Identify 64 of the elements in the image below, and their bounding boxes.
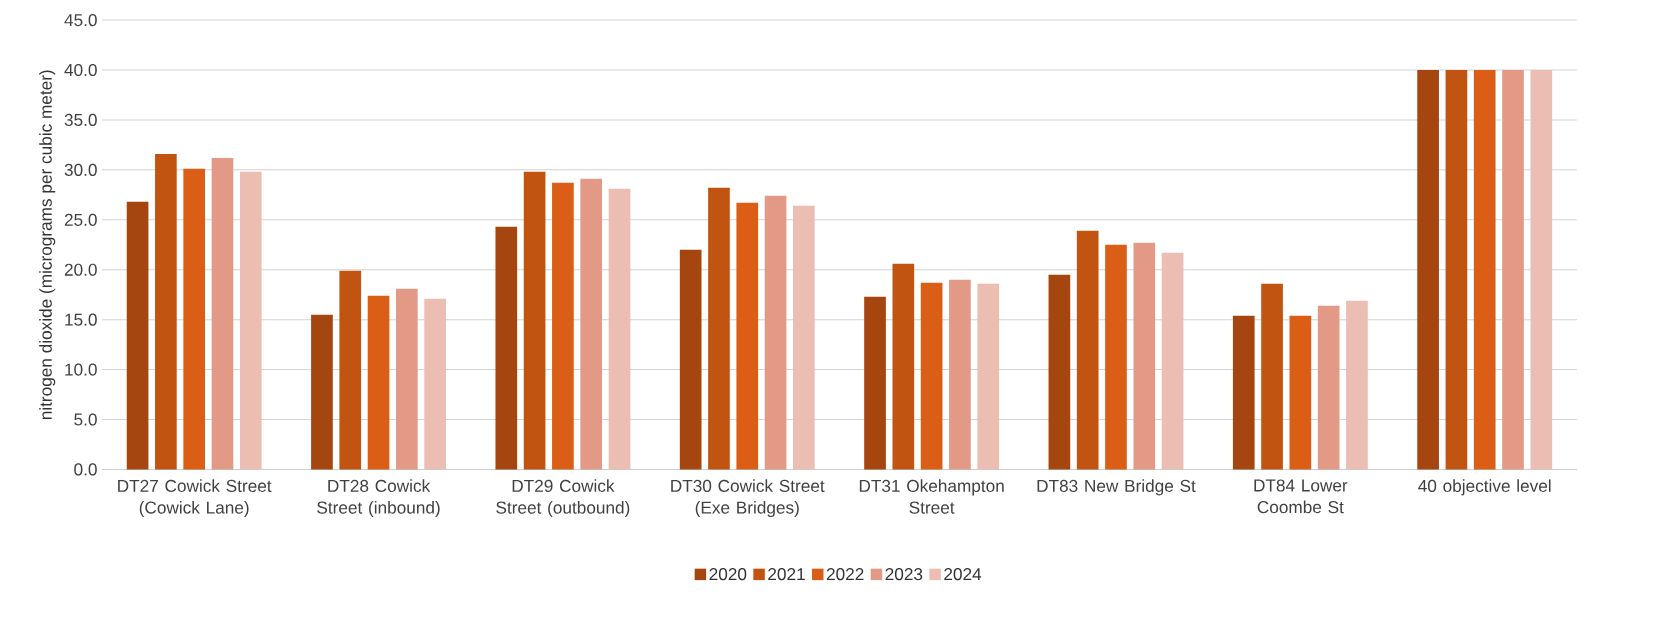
bar <box>1530 69 1553 470</box>
bar <box>183 168 206 470</box>
bar <box>1133 242 1156 470</box>
x-tick-label: DT29 Cowick Street (outbound) <box>496 479 630 517</box>
bar <box>736 202 759 470</box>
bar <box>1417 69 1439 470</box>
bar <box>1473 69 1496 470</box>
legend-label: 2024 <box>944 567 982 581</box>
bar <box>339 270 362 470</box>
x-tick-label: DT31 Okehampton Street <box>859 479 1004 514</box>
bar <box>1445 69 1468 470</box>
y-tick-label: 5.0 <box>74 413 97 426</box>
y-tick-label: 10.0 <box>65 363 97 376</box>
x-tick-label: DT84 Lower Coombe St <box>1254 479 1348 514</box>
bar <box>708 187 730 470</box>
bar <box>608 188 631 470</box>
bar <box>892 263 915 470</box>
bar <box>920 282 943 470</box>
x-tick-label: DT83 New Bridge St <box>1037 479 1196 496</box>
bar <box>367 295 390 470</box>
x-tick-label: DT30 Cowick Street (Exe Bridges) <box>671 479 825 517</box>
bar <box>396 288 418 470</box>
y-tick-label: 35.0 <box>64 113 97 126</box>
bar <box>1289 315 1312 470</box>
bar <box>1161 252 1184 470</box>
bar <box>211 157 234 470</box>
bar <box>1048 274 1071 470</box>
bar <box>523 171 546 470</box>
y-tick-label: 40.0 <box>64 63 97 76</box>
y-tick-label: 30.0 <box>64 163 97 176</box>
bar <box>977 283 1000 470</box>
y-tick-label: 25.0 <box>64 213 97 226</box>
bar <box>679 249 702 470</box>
legend-label: 2023 <box>885 567 923 581</box>
bar <box>949 279 971 470</box>
bar <box>126 201 149 470</box>
legend-label: 2020 <box>709 567 747 581</box>
bar <box>580 178 603 470</box>
bar <box>155 153 177 470</box>
bar <box>552 182 574 470</box>
y-axis-title: nitrogen dioxide (micrograms per cubic meter) <box>39 70 56 419</box>
bar <box>239 171 262 470</box>
bar <box>1232 315 1255 470</box>
legend-label: 2021 <box>768 567 805 581</box>
y-tick-label: 15.0 <box>65 313 97 326</box>
bar <box>1317 305 1340 470</box>
bar <box>1105 244 1127 470</box>
bar <box>1502 69 1524 470</box>
bar <box>864 296 886 470</box>
y-tick-label: 20.0 <box>64 263 97 276</box>
bar <box>1346 300 1368 470</box>
bar <box>1076 230 1099 470</box>
x-tick-label: 40 objective level <box>1418 479 1551 496</box>
bar <box>1261 283 1283 470</box>
bar <box>311 314 333 470</box>
bar <box>495 226 518 470</box>
bar <box>424 298 446 470</box>
bar <box>764 195 787 470</box>
y-tick-label: 0.0 <box>74 463 97 476</box>
legend-label: 2022 <box>826 567 864 581</box>
x-tick-label: DT27 Cowick Street (Cowick Lane) <box>118 479 272 517</box>
y-tick-label: 45.0 <box>64 13 97 26</box>
x-tick-label: DT28 Cowick Street (inbound) <box>317 479 440 517</box>
bar <box>793 205 815 470</box>
